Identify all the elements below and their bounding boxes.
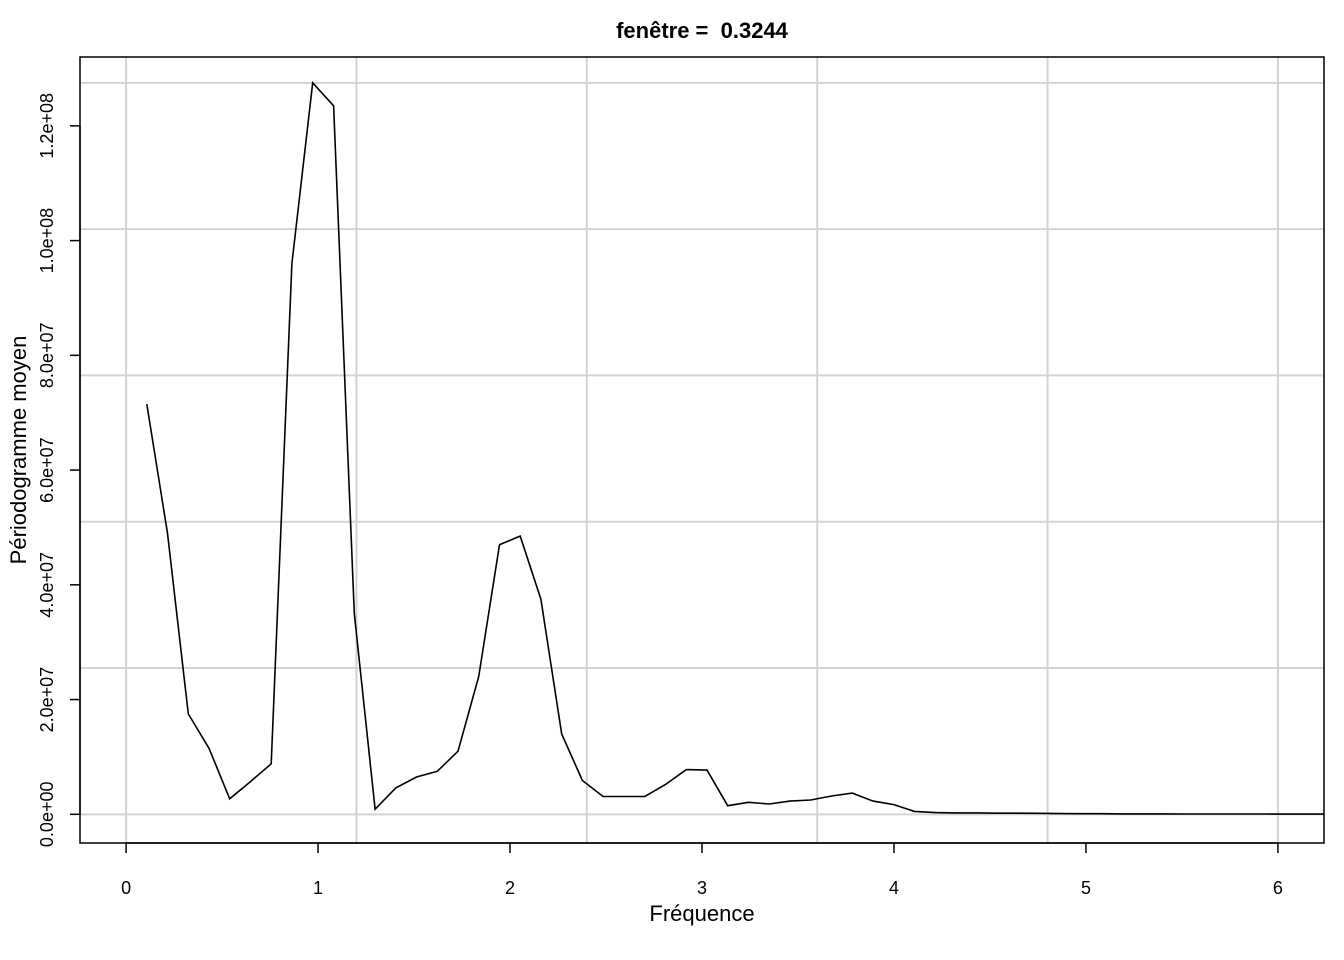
x-axis: 0 1 2 3 4 5 6: [121, 842, 1283, 898]
y-tick-label: 8.0e+07: [37, 323, 57, 389]
grid-lines: [80, 57, 1324, 843]
y-tick-label: 0.0e+00: [37, 782, 57, 848]
y-tick-label: 6.0e+07: [37, 437, 57, 503]
chart-title: fenêtre = 0.3244: [616, 18, 789, 43]
series-line: [146, 80, 1324, 815]
y-tick-label: 1.2e+08: [37, 93, 57, 159]
series-points: [147, 83, 1324, 815]
x-tick-label: 3: [697, 878, 707, 898]
y-axis: 0.0e+00 2.0e+07 4.0e+07 6.0e+07 8.0e+07 1.0e+…: [37, 93, 81, 848]
x-tick-label: 0: [121, 878, 131, 898]
x-tick-label: 6: [1273, 878, 1283, 898]
x-tick-label: 5: [1081, 878, 1091, 898]
plot-frame: [79, 56, 1325, 844]
x-tick-label: 4: [889, 878, 899, 898]
x-axis-label: Fréquence: [649, 901, 754, 926]
y-tick-label: 2.0e+07: [37, 667, 57, 733]
x-tick-label: 2: [505, 878, 515, 898]
y-axis-label: Périodogramme moyen: [6, 336, 31, 565]
y-tick-label: 1.0e+08: [37, 208, 57, 274]
x-tick-label: 1: [313, 878, 323, 898]
y-tick-label: 4.0e+07: [37, 552, 57, 618]
